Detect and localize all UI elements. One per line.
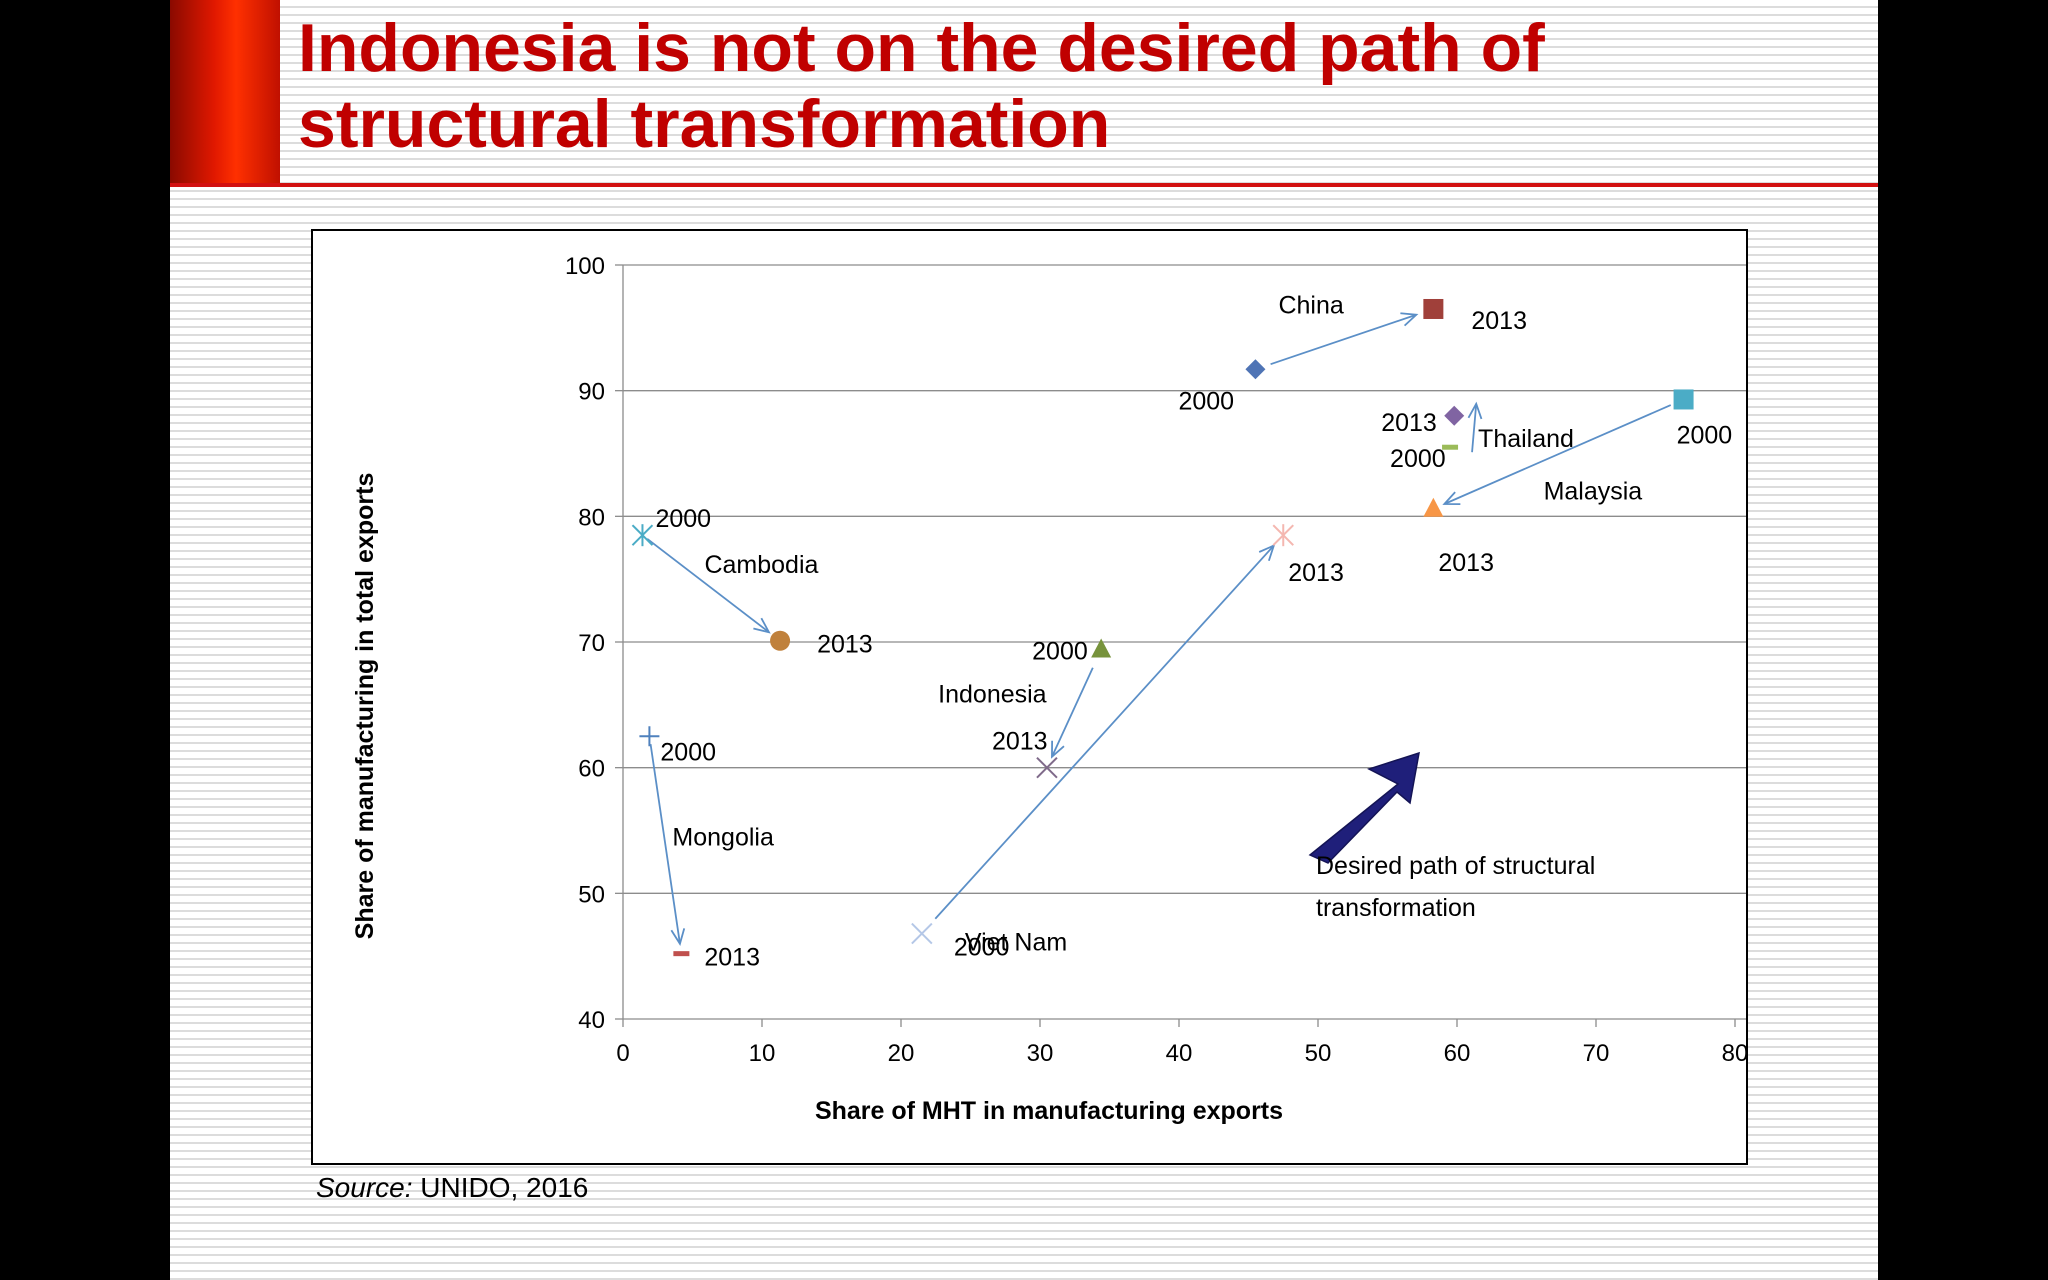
ytick-label-60: 60 <box>578 756 605 783</box>
xtick-label-60: 60 <box>1444 1040 1471 1067</box>
arrow-indonesia-shaft <box>1051 667 1094 758</box>
point-label-viet-nam-2000: 2000 <box>954 934 1010 962</box>
ytick-label-70: 70 <box>578 630 605 657</box>
desired-path-arrow <box>1308 751 1420 864</box>
slide-title: Indonesia is not on the desired path of … <box>298 10 1545 162</box>
xtick-label-0: 0 <box>616 1040 629 1067</box>
marker-malaysia-2000 <box>1673 389 1694 410</box>
series-label-mongolia: Mongolia <box>672 823 774 851</box>
arrow-malaysia-head <box>1442 491 1461 506</box>
arrow-cambodia <box>646 538 771 634</box>
point-label-thailand-2013: 2013 <box>1381 409 1437 437</box>
title-divider <box>170 183 1878 187</box>
xtick-label-80: 80 <box>1722 1040 1746 1067</box>
marker-cambodia-2013 <box>770 630 791 651</box>
point-label-china-2013: 2013 <box>1471 307 1527 335</box>
point-label-viet-nam-2013: 2013 <box>1288 559 1344 587</box>
point-label-mongolia-2013: 2013 <box>704 944 760 972</box>
point-label-thailand-2000: 2000 <box>1390 445 1446 473</box>
source-label: Source: <box>316 1172 413 1203</box>
source-text: UNIDO, 2016 <box>420 1172 589 1203</box>
marker-indonesia-2013 <box>1036 756 1058 779</box>
marker-mongolia-2000 <box>639 726 660 747</box>
marker-thailand-2013 <box>1444 405 1465 426</box>
arrow-cambodia-head <box>753 617 771 634</box>
marker-indonesia-2000 <box>1091 638 1112 658</box>
point-label-mongolia-2000: 2000 <box>660 738 716 766</box>
marker-viet-nam-2013 <box>1272 524 1294 547</box>
arrow-mongolia-shaft <box>649 744 681 944</box>
arrow-china-head <box>1400 312 1419 327</box>
arrow-viet-nam-shaft <box>934 544 1275 920</box>
arrow-mongolia <box>649 744 686 946</box>
marker-china-2013 <box>1423 298 1444 319</box>
point-label-cambodia-2000: 2000 <box>655 505 711 533</box>
arrow-malaysia-shaft <box>1444 404 1672 505</box>
marker-cambodia-2000 <box>631 524 654 547</box>
marker-malaysia-2013 <box>1423 497 1444 517</box>
arrow-indonesia-head <box>1051 740 1065 759</box>
arrow-thailand-head <box>1467 401 1483 420</box>
xtick-label-10: 10 <box>749 1040 776 1067</box>
xtick-label-50: 50 <box>1305 1040 1332 1067</box>
arrow-thailand <box>1467 401 1483 453</box>
scatter-chart: 4050607080901000102030405060708090 China… <box>351 253 1746 1125</box>
ytick-label-100: 100 <box>565 253 605 280</box>
ytick-label-90: 90 <box>578 379 605 406</box>
point-label-indonesia-2013: 2013 <box>992 728 1048 756</box>
point-label-cambodia-2013: 2013 <box>817 631 873 659</box>
ytick-label-40: 40 <box>578 1007 605 1034</box>
annotation-line-1: Desired path of structural <box>1316 852 1595 880</box>
arrow-china <box>1270 312 1419 366</box>
marker-mongolia-2013 <box>673 951 690 957</box>
point-label-indonesia-2000: 2000 <box>1032 638 1088 666</box>
xtick-label-40: 40 <box>1166 1040 1193 1067</box>
ytick-label-50: 50 <box>578 881 605 908</box>
series-label-china: China <box>1278 291 1343 319</box>
source-note: Source: UNIDO, 2016 <box>316 1172 588 1204</box>
xtick-label-30: 30 <box>1027 1040 1054 1067</box>
series-label-malaysia: Malaysia <box>1544 477 1643 505</box>
xtick-label-20: 20 <box>888 1040 915 1067</box>
marker-thailand-2000 <box>1442 444 1459 450</box>
marker-china-2000 <box>1245 359 1266 380</box>
series-label-indonesia: Indonesia <box>938 681 1047 709</box>
series-label-cambodia: Cambodia <box>704 551 818 579</box>
y-axis-title: Share of manufacturing in total exports <box>351 473 379 940</box>
arrow-china-shaft <box>1270 313 1417 366</box>
marker-viet-nam-2000 <box>911 922 933 945</box>
point-label-malaysia-2000: 2000 <box>1677 421 1733 449</box>
series-label-thailand: Thailand <box>1478 425 1574 453</box>
chart-frame: 4050607080901000102030405060708090 China… <box>311 229 1748 1165</box>
marker-indonesia-2013-b <box>1036 756 1058 779</box>
xtick-label-70: 70 <box>1583 1040 1610 1067</box>
arrow-thailand-shaft <box>1471 403 1478 453</box>
arrow-viet-nam <box>934 543 1276 920</box>
title-accent-bar <box>170 0 280 184</box>
point-label-china-2000: 2000 <box>1178 387 1234 415</box>
point-label-malaysia-2013: 2013 <box>1438 549 1494 577</box>
annotation-line-2: transformation <box>1316 894 1476 922</box>
arrow-malaysia <box>1442 404 1672 506</box>
ytick-label-80: 80 <box>578 504 605 531</box>
series-label-viet-nam: Viet Nam <box>965 929 1067 957</box>
arrow-cambodia-shaft <box>646 538 770 633</box>
x-axis-title: Share of MHT in manufacturing exports <box>815 1097 1283 1125</box>
arrow-indonesia <box>1051 667 1094 759</box>
arrow-mongolia-head <box>670 928 686 946</box>
marker-viet-nam-2000-b <box>911 922 933 945</box>
slide: Indonesia is not on the desired path of … <box>170 0 1878 1280</box>
